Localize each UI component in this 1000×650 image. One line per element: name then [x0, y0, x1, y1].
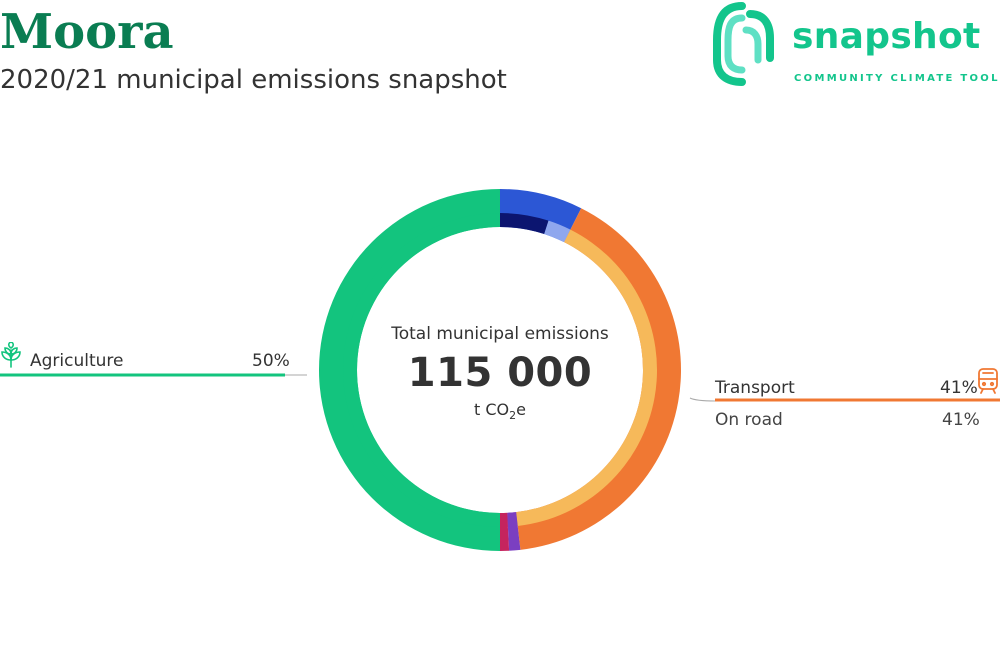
- unit-suffix: e: [516, 400, 526, 419]
- transport-label: Transport: [715, 378, 795, 398]
- total-emissions-label: Total municipal emissions: [391, 324, 609, 344]
- snapshot-logo: snapshot COMMUNITY CLIMATE TOOL: [712, 0, 1000, 92]
- inner-segment-2: [516, 229, 657, 526]
- total-emissions-value: 115 000: [407, 350, 593, 396]
- transport-percent: 41%: [940, 378, 978, 398]
- on-road-label: On road: [715, 410, 783, 430]
- snapshot-subtitle: 2020/21 municipal emissions snapshot: [0, 65, 507, 95]
- unit-prefix: t CO: [474, 400, 510, 419]
- inner-segment-1: [544, 220, 571, 243]
- inner-segment-3: [507, 512, 518, 527]
- outer-segment-1: [516, 208, 682, 550]
- leaf-icon: [1, 342, 21, 368]
- on-road-percent: 41%: [942, 410, 980, 430]
- logo-tagline: COMMUNITY CLIMATE TOOL: [794, 73, 1000, 84]
- logo-mark-icon: [713, 2, 774, 86]
- train-icon: [978, 368, 998, 394]
- outer-segment-4: [319, 189, 500, 551]
- label-lines: [0, 373, 1000, 402]
- inner-segment-0: [500, 213, 549, 234]
- agriculture-label: Agriculture: [30, 351, 124, 371]
- inner-segment-4: [500, 512, 508, 527]
- total-emissions-unit: t CO2e: [370, 400, 630, 422]
- logo-wordmark: snapshot: [792, 16, 981, 57]
- agriculture-percent: 50%: [252, 351, 290, 371]
- inner-ring: [343, 213, 657, 527]
- municipality-title: Moora: [0, 4, 174, 60]
- transport-connector: [689, 397, 716, 402]
- unit-subscript: 2: [509, 409, 517, 423]
